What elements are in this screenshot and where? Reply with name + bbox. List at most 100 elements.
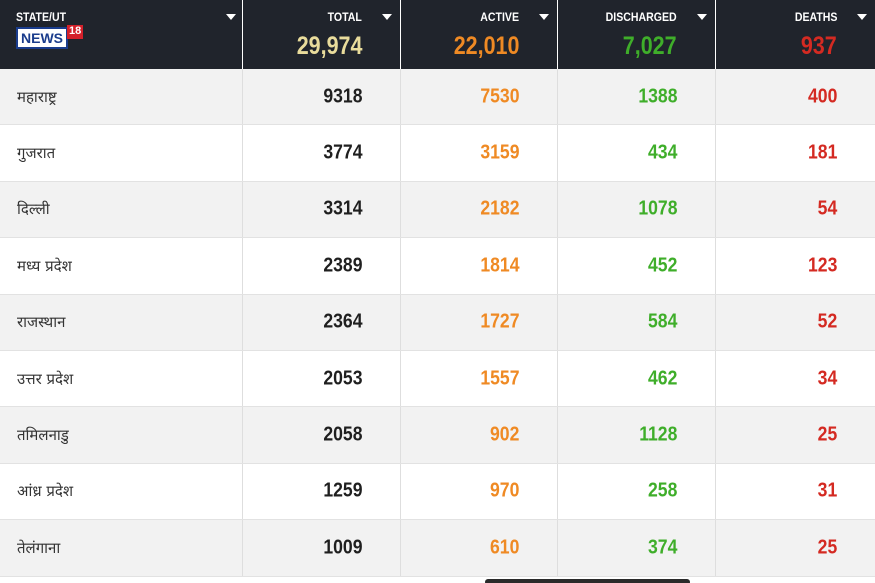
- sort-caret-icon[interactable]: [857, 14, 867, 20]
- deaths-cell: 400: [716, 69, 875, 124]
- header-active-column[interactable]: ACTIVE 22,010: [401, 0, 558, 69]
- total-cell: 3314: [243, 181, 401, 238]
- table-row[interactable]: गुजरात 3774 3159 434 181: [0, 125, 875, 182]
- discharged-cell: 452: [558, 238, 716, 294]
- table-row[interactable]: महाराष्ट्र 9318 7530 1388 400: [0, 69, 875, 126]
- table-row[interactable]: उत्तर प्रदेश 2053 1557 462 34: [0, 350, 875, 408]
- active-value: 3159: [479, 141, 519, 164]
- active-value: 1727: [479, 310, 519, 333]
- state-name: दिल्ली: [17, 200, 50, 219]
- table-body: महाराष्ट्र 9318 7530 1388 400 गुजरात 3774 3159 4…: [0, 69, 875, 577]
- sort-caret-icon[interactable]: [382, 14, 392, 20]
- discharged-column-label: DISCHARGED: [606, 10, 677, 24]
- discharged-value: 434: [647, 141, 677, 164]
- discharged-cell: 1078: [558, 181, 716, 238]
- state-name: राजस्थान: [17, 313, 66, 332]
- sort-caret-icon[interactable]: [539, 14, 549, 20]
- deaths-cell: 25: [716, 520, 875, 575]
- table-row[interactable]: मध्य प्रदेश 2389 1814 452 123: [0, 238, 875, 295]
- total-cell: 9318: [243, 69, 401, 125]
- active-value: 970: [489, 479, 519, 502]
- header-deaths-column[interactable]: DEATHS 937: [716, 0, 875, 69]
- deaths-value: 31: [817, 479, 837, 502]
- header-discharged-column[interactable]: DISCHARGED 7,027: [558, 0, 716, 69]
- total-value: 2364: [322, 310, 362, 333]
- total-value: 2389: [322, 254, 362, 277]
- active-cell: 3159: [401, 125, 558, 181]
- active-cell: 7530: [401, 69, 558, 125]
- deaths-cell: 31: [716, 464, 875, 519]
- state-cell: तमिलनाडु: [0, 407, 243, 463]
- state-cell: उत्तर प्रदेश: [0, 350, 243, 407]
- total-cell: 2058: [243, 407, 401, 463]
- total-value: 1259: [322, 479, 362, 502]
- active-value: 1557: [479, 367, 519, 390]
- deaths-value: 52: [817, 310, 837, 333]
- active-cell: 902: [401, 407, 558, 463]
- active-cell: 1814: [401, 238, 558, 294]
- table-row[interactable]: तेलंगाना 1009 610 374 25: [0, 520, 875, 577]
- active-cell: 1727: [401, 294, 558, 350]
- discharged-cell: 374: [558, 520, 716, 576]
- sort-caret-icon[interactable]: [226, 14, 236, 20]
- discharged-cell: 1388: [558, 69, 716, 125]
- discharged-value: 584: [647, 310, 677, 333]
- state-cell: तेलंगाना: [0, 520, 243, 576]
- active-value: 902: [489, 423, 519, 446]
- news18-logo-badge: 18: [67, 25, 84, 39]
- state-cell: मध्य प्रदेश: [0, 238, 243, 294]
- active-cell: 970: [401, 463, 558, 520]
- discharged-value: 462: [647, 367, 677, 390]
- horizontal-scrollbar[interactable]: [485, 579, 690, 583]
- table-row[interactable]: दिल्ली 3314 2182 1078 54: [0, 181, 875, 239]
- discharged-cell: 258: [558, 463, 716, 520]
- discharged-cell: 462: [558, 350, 716, 407]
- sort-caret-icon[interactable]: [697, 14, 707, 20]
- news18-logo-text: NEWS: [16, 27, 68, 49]
- total-cell: 2364: [243, 294, 401, 350]
- total-value: 9318: [322, 85, 362, 108]
- discharged-cell: 1128: [558, 407, 716, 463]
- deaths-cell: 181: [716, 125, 875, 180]
- active-value: 7530: [479, 85, 519, 108]
- state-name: आंध्र प्रदेश: [17, 482, 74, 501]
- deaths-value: 34: [817, 367, 837, 390]
- header-total-column[interactable]: TOTAL 29,974: [243, 0, 401, 69]
- state-cell: आंध्र प्रदेश: [0, 463, 243, 520]
- deaths-value: 400: [807, 85, 837, 108]
- table-row[interactable]: राजस्थान 2364 1727 584 52: [0, 294, 875, 351]
- discharged-cell: 584: [558, 294, 716, 350]
- total-cell: 3774: [243, 125, 401, 181]
- deaths-cell: 52: [716, 295, 875, 350]
- deaths-value: 25: [817, 423, 837, 446]
- discharged-value: 1128: [638, 423, 677, 446]
- deaths-value: 181: [807, 141, 837, 164]
- state-cell: राजस्थान: [0, 294, 243, 350]
- header-state-column[interactable]: STATE/UT NEWS 18: [0, 0, 243, 69]
- total-value: 3774: [322, 141, 362, 164]
- discharged-value: 1078: [637, 197, 677, 220]
- state-name: महाराष्ट्र: [17, 87, 57, 106]
- discharged-cell: 434: [558, 125, 716, 181]
- state-cell: महाराष्ट्र: [0, 69, 243, 125]
- news18-logo: NEWS 18: [16, 25, 84, 49]
- active-value: 2182: [479, 197, 519, 220]
- total-cell: 1009: [243, 520, 401, 576]
- deaths-value: 123: [807, 254, 837, 277]
- table-row[interactable]: तमिलनाडु 2058 902 1128 25: [0, 407, 875, 464]
- deaths-cell: 34: [716, 351, 875, 406]
- table-row[interactable]: आंध्र प्रदेश 1259 970 258 31: [0, 463, 875, 521]
- active-cell: 610: [401, 520, 558, 576]
- total-value: 2058: [322, 423, 362, 446]
- active-sum: 22,010: [453, 32, 519, 60]
- state-name: गुजरात: [17, 144, 56, 163]
- deaths-cell: 54: [716, 182, 875, 237]
- deaths-sum: 937: [801, 32, 837, 60]
- total-value: 1009: [322, 536, 362, 559]
- state-cell: दिल्ली: [0, 181, 243, 238]
- total-value: 3314: [322, 197, 362, 220]
- state-name: तमिलनाडु: [17, 426, 69, 445]
- total-cell: 1259: [243, 463, 401, 520]
- total-sum: 29,974: [296, 32, 362, 60]
